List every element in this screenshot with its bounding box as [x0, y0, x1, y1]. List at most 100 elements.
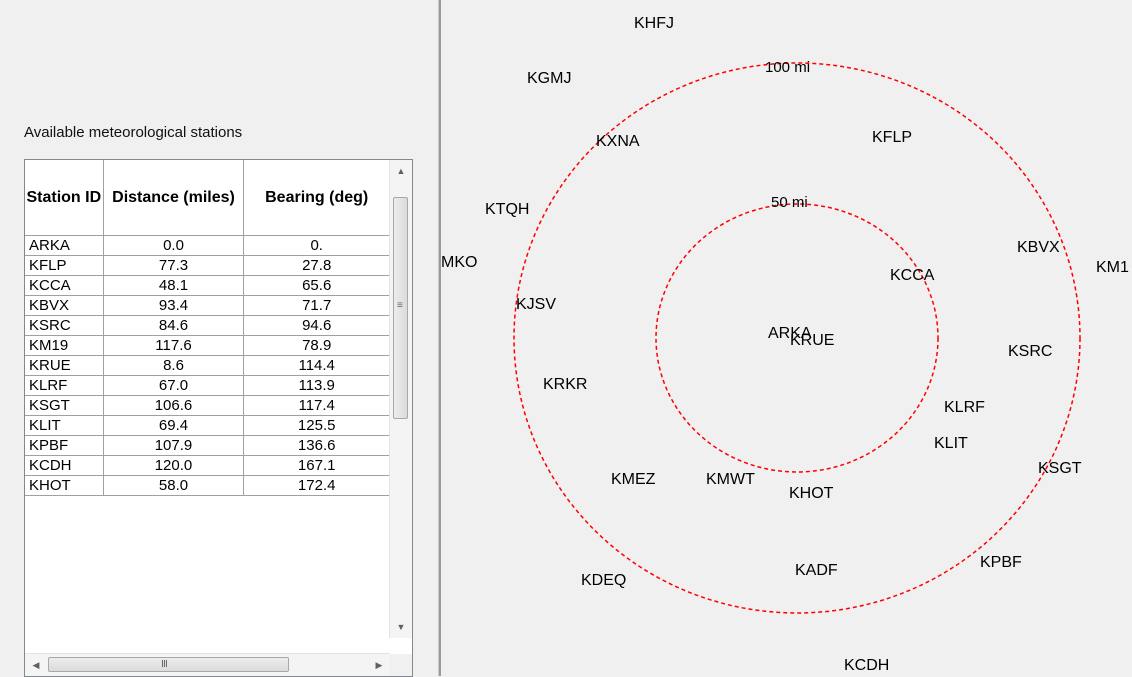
station-label-kjsv[interactable]: KJSV	[516, 296, 556, 313]
horizontal-scroll-thumb[interactable]: Ⅲ	[48, 657, 289, 672]
station-label-krkr[interactable]: KRKR	[543, 376, 587, 393]
cell-station-id: ARKA	[25, 235, 104, 256]
cell-station-id: KSRC	[25, 315, 104, 336]
table-row[interactable]: KRUE 8.6 114.4	[25, 355, 390, 376]
station-label-kgmj[interactable]: KGMJ	[527, 70, 571, 87]
station-label-khfj[interactable]: KHFJ	[634, 15, 674, 32]
cell-station-id: KPBF	[25, 435, 104, 456]
cell-bearing: 114.4	[243, 355, 390, 376]
column-header-bearing[interactable]: Bearing (deg)	[243, 160, 390, 236]
station-label-kmez[interactable]: KMEZ	[611, 471, 656, 488]
table-row[interactable]: ARKA 0.0 0.	[25, 235, 390, 256]
pane-splitter[interactable]	[438, 0, 441, 676]
station-label-kmwt[interactable]: KMWT	[706, 471, 755, 488]
station-label-km1[interactable]: KM1	[1096, 259, 1129, 276]
station-label-kflp[interactable]: KFLP	[872, 129, 912, 146]
cell-distance: 93.4	[103, 295, 245, 316]
cell-bearing: 117.4	[243, 395, 390, 416]
station-label-kadf[interactable]: KADF	[795, 562, 838, 579]
cell-bearing: 65.6	[243, 275, 390, 296]
station-grid[interactable]: Station ID Distance (miles) Bearing (deg…	[24, 159, 413, 677]
table-row[interactable]: KSRC 84.6 94.6	[25, 315, 390, 336]
station-label-kpbf[interactable]: KPBF	[980, 554, 1022, 571]
station-table-header-row: Station ID Distance (miles) Bearing (deg…	[25, 160, 390, 236]
grip-icon: Ⅲ	[161, 659, 168, 670]
cell-distance: 77.3	[103, 255, 245, 276]
table-row[interactable]: KLRF 67.0 113.9	[25, 375, 390, 396]
cell-distance: 106.6	[103, 395, 245, 416]
station-label-klit[interactable]: KLIT	[934, 435, 968, 452]
station-label-krue[interactable]: KRUE	[790, 332, 834, 349]
vertical-scrollbar[interactable]: ▲ ≡ ▼	[389, 160, 412, 638]
cell-station-id: KCCA	[25, 275, 104, 296]
cell-distance: 58.0	[103, 475, 245, 496]
station-map[interactable]: 50 mi 100 mi KHFJ KGMJ KXNA KFLP KTQH MKO KBVX…	[441, 0, 1132, 676]
table-row[interactable]: KCDH 120.0 167.1	[25, 455, 390, 476]
scrollbar-corner	[390, 654, 412, 676]
station-label-kdeq[interactable]: KDEQ	[581, 572, 626, 589]
station-table-body: ARKA 0.0 0. KFLP 77.3 27.8 KCCA 48.1 65.6 KBVX 93.…	[25, 235, 390, 496]
cell-station-id: KHOT	[25, 475, 104, 496]
cell-distance: 69.4	[103, 415, 245, 436]
scroll-right-arrow-icon[interactable]: ▶	[375, 660, 383, 670]
station-map-canvas: 50 mi 100 mi KHFJ KGMJ KXNA KFLP KTQH MKO KBVX…	[441, 15, 1129, 674]
table-row[interactable]: KM19 117.6 78.9	[25, 335, 390, 356]
scroll-up-arrow-icon[interactable]: ▲	[396, 166, 406, 176]
cell-bearing: 71.7	[243, 295, 390, 316]
station-label-ksgt[interactable]: KSGT	[1038, 460, 1082, 477]
table-row[interactable]: KHOT 58.0 172.4	[25, 475, 390, 496]
column-header-station-id[interactable]: Station ID	[25, 160, 104, 236]
grip-icon: ≡	[397, 300, 403, 311]
cell-bearing: 27.8	[243, 255, 390, 276]
cell-bearing: 172.4	[243, 475, 390, 496]
cell-station-id: KSGT	[25, 395, 104, 416]
scroll-down-arrow-icon[interactable]: ▼	[396, 622, 406, 632]
vertical-scroll-thumb[interactable]: ≡	[393, 197, 408, 419]
cell-distance: 67.0	[103, 375, 245, 396]
cell-station-id: KLIT	[25, 415, 104, 436]
cell-station-id: KBVX	[25, 295, 104, 316]
cell-bearing: 94.6	[243, 315, 390, 336]
cell-bearing: 167.1	[243, 455, 390, 476]
station-label-ksrc[interactable]: KSRC	[1008, 343, 1052, 360]
station-label-mko[interactable]: MKO	[441, 254, 477, 271]
cell-distance: 8.6	[103, 355, 245, 376]
table-row[interactable]: KFLP 77.3 27.8	[25, 255, 390, 276]
station-table: Station ID Distance (miles) Bearing (deg…	[25, 160, 390, 496]
table-row[interactable]: KPBF 107.9 136.6	[25, 435, 390, 456]
column-header-distance[interactable]: Distance (miles)	[103, 160, 245, 236]
cell-station-id: KLRF	[25, 375, 104, 396]
cell-distance: 84.6	[103, 315, 245, 336]
cell-bearing: 0.	[243, 235, 390, 256]
station-list-panel: Available meteorological stations Statio…	[0, 0, 438, 677]
scroll-left-arrow-icon[interactable]: ◀	[32, 660, 40, 670]
cell-bearing: 125.5	[243, 415, 390, 436]
station-label-kxna[interactable]: KXNA	[596, 133, 640, 150]
station-label-klrf[interactable]: KLRF	[944, 399, 985, 416]
cell-distance: 0.0	[103, 235, 245, 256]
ring-label-100-mi: 100 mi	[765, 59, 810, 76]
station-label-kcdh[interactable]: KCDH	[844, 657, 889, 674]
station-label-kbvx[interactable]: KBVX	[1017, 239, 1060, 256]
table-row[interactable]: KCCA 48.1 65.6	[25, 275, 390, 296]
station-list-caption: Available meteorological stations	[24, 124, 243, 141]
cell-station-id: KM19	[25, 335, 104, 356]
station-labels: KHFJ KGMJ KXNA KFLP KTQH MKO KBVX KM1 KCCA KJSV AR…	[441, 15, 1129, 674]
cell-distance: 107.9	[103, 435, 245, 456]
table-row[interactable]: KSGT 106.6 117.4	[25, 395, 390, 416]
cell-bearing: 113.9	[243, 375, 390, 396]
cell-distance: 48.1	[103, 275, 245, 296]
ring-100-mi	[513, 62, 1081, 614]
station-label-khot[interactable]: KHOT	[789, 485, 834, 502]
horizontal-scrollbar[interactable]: ◀ Ⅲ ▶	[25, 653, 390, 676]
cell-distance: 120.0	[103, 455, 245, 476]
station-label-ktqh[interactable]: KTQH	[485, 201, 529, 218]
station-label-kcca[interactable]: KCCA	[890, 267, 935, 284]
cell-station-id: KRUE	[25, 355, 104, 376]
table-row[interactable]: KBVX 93.4 71.7	[25, 295, 390, 316]
ring-50-mi	[655, 203, 939, 473]
cell-station-id: KCDH	[25, 455, 104, 476]
station-label-arka[interactable]: ARKA	[768, 325, 812, 342]
table-row[interactable]: KLIT 69.4 125.5	[25, 415, 390, 436]
cell-distance: 117.6	[103, 335, 245, 356]
